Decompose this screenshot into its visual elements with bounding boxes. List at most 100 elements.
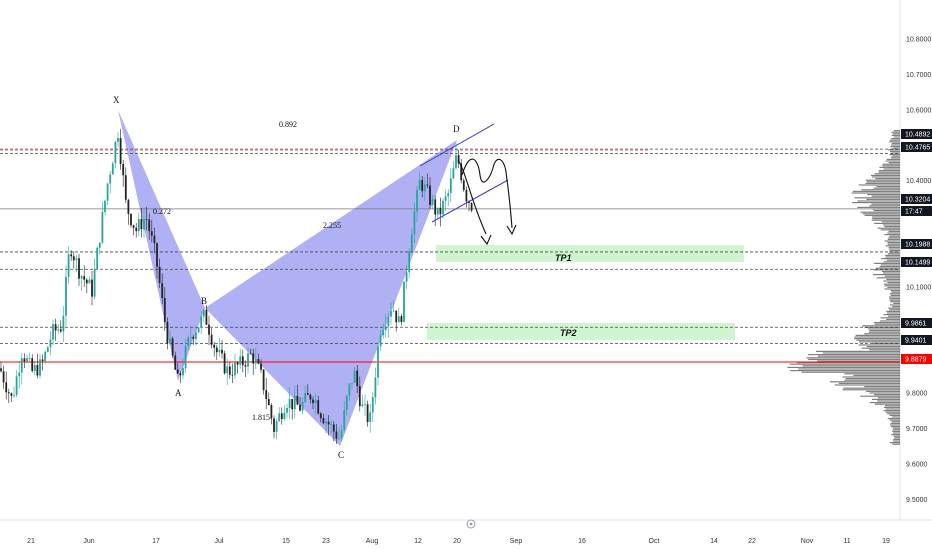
profile-bar [869, 205, 900, 207]
profile-bar [892, 430, 900, 432]
profile-bar [892, 429, 900, 431]
candle-body [137, 219, 140, 232]
date-tick-5: 23 [322, 538, 330, 545]
candle-body [319, 413, 322, 419]
candle-body [296, 395, 299, 405]
candle-body [374, 377, 377, 398]
candle-body [275, 421, 278, 432]
candle-body [114, 141, 117, 164]
profile-bar [892, 443, 900, 445]
candle-body [267, 399, 270, 406]
profile-bar [883, 406, 900, 408]
candle-body [395, 310, 398, 323]
profile-bar [844, 379, 900, 381]
candle-body [176, 369, 179, 374]
price-axis-ticks[interactable]: 10.8000 10.7000 10.6000 10.4000 10.1000 9.800… [906, 37, 931, 504]
candle-body [46, 347, 49, 352]
price-tick-6: 9.7000 [906, 426, 928, 433]
profile-bar [889, 139, 900, 141]
candle-body [62, 315, 65, 332]
candle-body [18, 372, 21, 377]
candle-body [117, 138, 119, 142]
candle-body [387, 316, 390, 327]
profile-bar [889, 251, 900, 253]
profile-bar [852, 202, 900, 204]
profile-bar [890, 146, 900, 148]
profile-bar [880, 264, 900, 266]
profile-bar [884, 240, 900, 242]
profile-bar [806, 357, 900, 359]
price-tick-7: 9.6000 [906, 461, 928, 468]
profile-bar [886, 158, 900, 160]
price-tag-8: 9.8879 [905, 357, 927, 364]
candle-body [189, 336, 192, 338]
candle-body [234, 362, 236, 376]
channel-lower-line[interactable] [431, 179, 509, 223]
candle-body [280, 413, 283, 419]
candle-body [20, 358, 23, 373]
candle-body [384, 326, 387, 331]
profile-bar [864, 386, 900, 388]
candle-body [2, 371, 5, 383]
profile-bar [852, 190, 900, 192]
profile-bar [872, 269, 900, 271]
profile-bar [885, 408, 900, 410]
profile-bar [787, 366, 900, 368]
profile-bar [880, 317, 900, 319]
profile-bar [869, 330, 900, 332]
candle-body [299, 404, 301, 411]
profile-bar [866, 346, 900, 348]
profile-bar [864, 333, 900, 335]
candle-body [335, 431, 338, 439]
candle-body [371, 397, 374, 413]
candle-body [65, 276, 67, 316]
candle-body [358, 386, 361, 407]
price-tick-1: 10.7000 [906, 72, 931, 79]
candle-body [462, 180, 465, 190]
candle-body [405, 272, 408, 282]
profile-bar [789, 363, 900, 365]
candle-body [31, 358, 34, 371]
profile-bar [889, 235, 900, 237]
profile-bar [890, 294, 900, 296]
date-tick-14: Nov [801, 538, 814, 545]
profile-bar [860, 395, 900, 397]
profile-bar [870, 174, 900, 176]
profile-bar [891, 131, 900, 133]
profile-bar [871, 195, 900, 197]
profile-bar [817, 360, 900, 362]
profile-bar [888, 149, 900, 151]
profile-bar [890, 424, 900, 426]
horizontal-levels [0, 148, 900, 363]
candle-body [345, 395, 348, 411]
profile-bar [885, 245, 900, 247]
candle-body [369, 412, 372, 422]
profile-bar [866, 181, 900, 183]
candle-body [80, 276, 83, 279]
price-tag-bg-0 [901, 129, 932, 139]
candle-body [202, 309, 205, 317]
candle-body [364, 404, 366, 406]
candle-body [306, 393, 309, 395]
volume-profile [787, 130, 900, 445]
profile-bar [815, 350, 900, 352]
profile-bar [856, 339, 900, 341]
profile-bar [887, 286, 900, 288]
profile-bar [873, 210, 900, 212]
channel-upper-line[interactable] [419, 123, 495, 167]
candle-body [470, 203, 473, 211]
profile-bar [807, 354, 900, 356]
profile-bar [882, 163, 900, 165]
profile-bar [875, 267, 900, 269]
candle-body [403, 281, 405, 322]
time-axis-ticks[interactable]: 21 Jun 17 Jul 15 23 Aug 12 20 Sep 16 Oct 14 22 Nov 11 19 [27, 538, 890, 545]
tradingview-icon [466, 519, 476, 529]
price-tick-4: 10.1000 [906, 284, 931, 291]
profile-bar [889, 154, 900, 156]
profile-bar [865, 182, 900, 184]
profile-bar [889, 304, 900, 306]
profile-bar [881, 258, 900, 260]
profile-bar [808, 358, 900, 360]
candle-body [36, 365, 39, 376]
